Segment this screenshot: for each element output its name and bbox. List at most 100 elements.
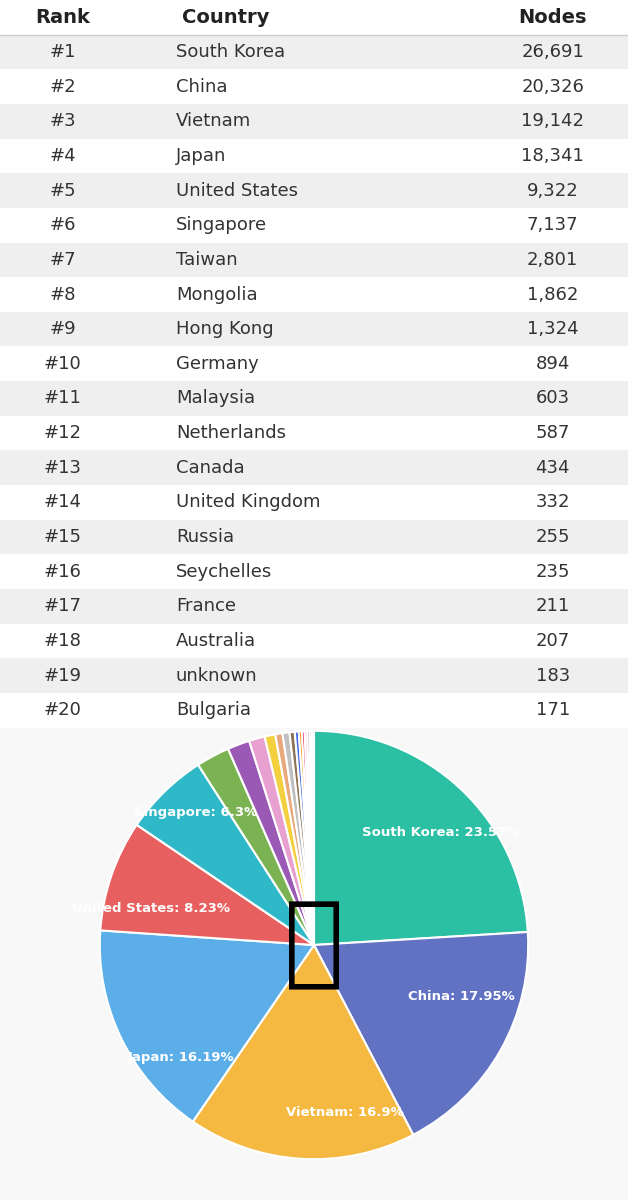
Text: United Kingdom: United Kingdom bbox=[176, 493, 320, 511]
Text: #4: #4 bbox=[50, 146, 76, 164]
Wedge shape bbox=[305, 731, 314, 946]
Wedge shape bbox=[100, 930, 314, 1122]
FancyBboxPatch shape bbox=[0, 450, 628, 485]
Text: #17: #17 bbox=[44, 598, 82, 616]
Text: 19,142: 19,142 bbox=[521, 113, 584, 131]
Text: Singapore: 6.3%: Singapore: 6.3% bbox=[134, 806, 257, 818]
Wedge shape bbox=[275, 733, 314, 946]
Text: South Korea: South Korea bbox=[176, 43, 285, 61]
Text: 603: 603 bbox=[536, 390, 570, 408]
Text: 255: 255 bbox=[536, 528, 570, 546]
Text: #14: #14 bbox=[44, 493, 82, 511]
Wedge shape bbox=[312, 731, 314, 946]
FancyBboxPatch shape bbox=[0, 312, 628, 347]
Text: 183: 183 bbox=[536, 667, 570, 685]
Text: #13: #13 bbox=[44, 458, 82, 476]
FancyBboxPatch shape bbox=[0, 347, 628, 382]
Text: Mongolia: Mongolia bbox=[176, 286, 257, 304]
FancyBboxPatch shape bbox=[0, 624, 628, 659]
Text: Nodes: Nodes bbox=[518, 8, 587, 26]
Wedge shape bbox=[193, 946, 413, 1159]
Text: Netherlands: Netherlands bbox=[176, 424, 286, 442]
Text: United States: 8.23%: United States: 8.23% bbox=[72, 901, 230, 914]
Wedge shape bbox=[249, 737, 314, 946]
Wedge shape bbox=[307, 731, 314, 946]
FancyBboxPatch shape bbox=[0, 692, 628, 727]
Text: Singapore: Singapore bbox=[176, 216, 267, 234]
Text: 1,324: 1,324 bbox=[527, 320, 578, 338]
FancyBboxPatch shape bbox=[0, 415, 628, 450]
FancyBboxPatch shape bbox=[0, 382, 628, 415]
Wedge shape bbox=[314, 932, 528, 1135]
Text: 7,137: 7,137 bbox=[527, 216, 578, 234]
Text: #3: #3 bbox=[50, 113, 76, 131]
Text: #18: #18 bbox=[44, 632, 82, 650]
FancyBboxPatch shape bbox=[0, 0, 628, 35]
Text: 2,801: 2,801 bbox=[527, 251, 578, 269]
Text: Country: Country bbox=[182, 8, 270, 26]
Wedge shape bbox=[228, 740, 314, 946]
Text: Japan: 16.19%: Japan: 16.19% bbox=[128, 1051, 235, 1063]
Wedge shape bbox=[264, 734, 314, 946]
Wedge shape bbox=[100, 824, 314, 946]
FancyBboxPatch shape bbox=[0, 277, 628, 312]
Text: 211: 211 bbox=[536, 598, 570, 616]
FancyBboxPatch shape bbox=[0, 104, 628, 138]
Text: #20: #20 bbox=[44, 701, 82, 719]
Text: 20,326: 20,326 bbox=[521, 78, 584, 96]
Text: #16: #16 bbox=[44, 563, 82, 581]
Wedge shape bbox=[198, 749, 314, 946]
FancyBboxPatch shape bbox=[0, 589, 628, 624]
Text: China: China bbox=[176, 78, 227, 96]
Text: Rank: Rank bbox=[35, 8, 90, 26]
Wedge shape bbox=[310, 731, 314, 946]
Text: France: France bbox=[176, 598, 236, 616]
Text: 434: 434 bbox=[536, 458, 570, 476]
Wedge shape bbox=[283, 732, 314, 946]
Text: 9,322: 9,322 bbox=[527, 181, 578, 199]
Text: #6: #6 bbox=[50, 216, 76, 234]
Text: 26,691: 26,691 bbox=[521, 43, 584, 61]
FancyBboxPatch shape bbox=[0, 242, 628, 277]
Wedge shape bbox=[314, 731, 528, 946]
Text: #11: #11 bbox=[44, 390, 82, 408]
Text: 👍: 👍 bbox=[284, 896, 344, 994]
Text: Russia: Russia bbox=[176, 528, 234, 546]
Text: 894: 894 bbox=[536, 355, 570, 373]
Text: Germany: Germany bbox=[176, 355, 259, 373]
Text: #5: #5 bbox=[50, 181, 76, 199]
Text: 18,341: 18,341 bbox=[521, 146, 584, 164]
Text: Hong Kong: Hong Kong bbox=[176, 320, 273, 338]
Text: 1,862: 1,862 bbox=[527, 286, 578, 304]
Text: #15: #15 bbox=[44, 528, 82, 546]
FancyBboxPatch shape bbox=[0, 554, 628, 589]
Text: 207: 207 bbox=[536, 632, 570, 650]
FancyBboxPatch shape bbox=[0, 138, 628, 173]
Wedge shape bbox=[295, 731, 314, 946]
FancyBboxPatch shape bbox=[0, 485, 628, 520]
Text: #12: #12 bbox=[44, 424, 82, 442]
Text: 587: 587 bbox=[536, 424, 570, 442]
Wedge shape bbox=[137, 764, 314, 946]
Text: 171: 171 bbox=[536, 701, 570, 719]
Text: #7: #7 bbox=[50, 251, 76, 269]
FancyBboxPatch shape bbox=[0, 70, 628, 104]
Text: Malaysia: Malaysia bbox=[176, 390, 255, 408]
Text: United States: United States bbox=[176, 181, 298, 199]
Text: 332: 332 bbox=[536, 493, 570, 511]
Text: #2: #2 bbox=[50, 78, 76, 96]
Text: #10: #10 bbox=[44, 355, 82, 373]
Text: #8: #8 bbox=[50, 286, 76, 304]
Wedge shape bbox=[299, 731, 314, 946]
Text: Vietnam: 16.9%: Vietnam: 16.9% bbox=[286, 1105, 403, 1118]
Text: 235: 235 bbox=[536, 563, 570, 581]
Text: South Korea: 23.57%: South Korea: 23.57% bbox=[362, 827, 519, 839]
Text: Canada: Canada bbox=[176, 458, 244, 476]
FancyBboxPatch shape bbox=[0, 520, 628, 554]
FancyBboxPatch shape bbox=[0, 208, 628, 242]
Wedge shape bbox=[290, 732, 314, 946]
Text: #19: #19 bbox=[44, 667, 82, 685]
FancyBboxPatch shape bbox=[0, 35, 628, 70]
Text: Vietnam: Vietnam bbox=[176, 113, 251, 131]
Text: Bulgaria: Bulgaria bbox=[176, 701, 251, 719]
